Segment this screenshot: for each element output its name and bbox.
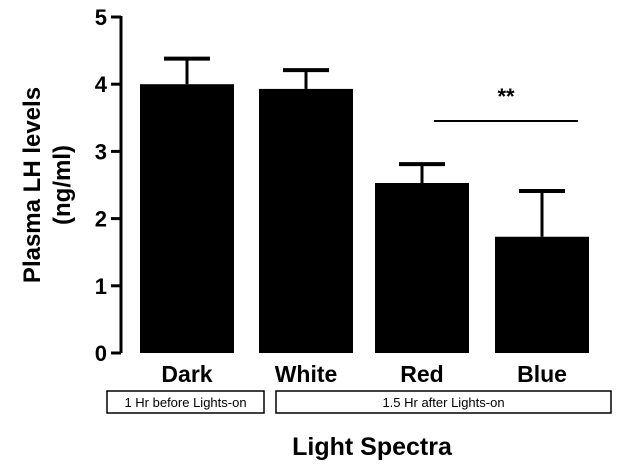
bar <box>259 88 353 354</box>
y-tick-label: 3 <box>95 139 107 164</box>
bar <box>375 182 469 353</box>
y-axis-label-line: Plasma LH levels <box>19 87 46 283</box>
bar <box>140 84 234 353</box>
bars <box>140 84 589 354</box>
x-tick-label: Blue <box>517 361 567 387</box>
x-tick-labels: Dark White Red Blue <box>161 361 567 387</box>
y-axis-label-line: (ng/ml) <box>49 145 76 225</box>
y-axis: 0 1 2 3 4 5 <box>95 5 123 366</box>
x-tick-label: White <box>275 361 338 387</box>
y-tick-label: 5 <box>95 5 107 30</box>
group-box-label: 1.5 Hr after Lights-on <box>382 395 504 410</box>
x-tick-label: Red <box>400 361 443 387</box>
y-tick-label: 1 <box>95 274 107 299</box>
group-box <box>275 390 612 414</box>
y-tick-label: 0 <box>95 341 107 366</box>
y-tick-label: 4 <box>95 72 108 97</box>
significance-label: ** <box>497 84 515 109</box>
y-axis-label: Plasma LH levels (ng/ml) <box>19 87 76 283</box>
group-boxes: 1 Hr before Lights-on 1.5 Hr after Lights… <box>106 390 612 414</box>
x-tick-label: Dark <box>161 361 212 387</box>
bar <box>495 236 589 353</box>
y-tick-label: 2 <box>95 207 107 232</box>
group-box-label: 1 Hr before Lights-on <box>124 395 246 410</box>
error-bars <box>164 56 565 237</box>
group-box <box>106 390 265 414</box>
x-axis-label: Light Spectra <box>292 433 453 461</box>
significance-annotation: ** <box>434 84 578 122</box>
